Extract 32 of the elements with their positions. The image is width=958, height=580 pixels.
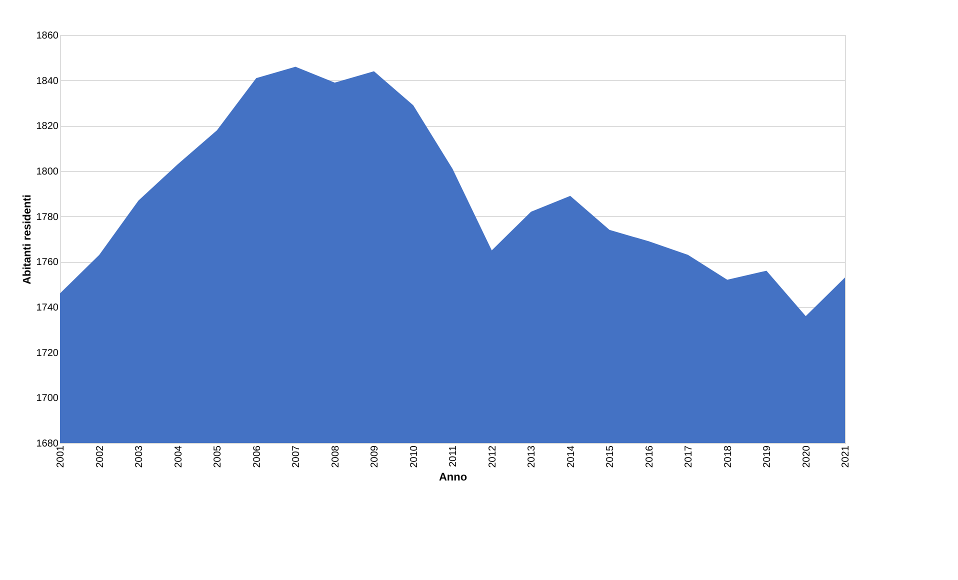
x-tick-label: 2021 — [840, 445, 852, 468]
x-tick-label: 2015 — [605, 445, 616, 468]
x-tick-label: 2016 — [644, 445, 656, 468]
y-tick-label: 1820 — [36, 121, 59, 132]
x-tick-label: 2012 — [487, 445, 498, 468]
x-tick-label: 2010 — [408, 445, 420, 468]
y-tick-label: 1840 — [36, 76, 59, 87]
y-tick-label: 1780 — [36, 212, 59, 223]
x-tick-label: 2003 — [134, 445, 145, 468]
x-tick-label: 2014 — [566, 445, 577, 468]
y-tick-label: 1760 — [36, 257, 59, 268]
y-axis-title: Abitanti residenti — [21, 194, 34, 284]
x-axis-title: Anno — [438, 472, 468, 484]
y-tick-label: 1860 — [36, 30, 59, 42]
x-tick-label: 2018 — [722, 445, 734, 468]
x-tick-label: 2007 — [291, 445, 302, 468]
x-tick-label: 2001 — [56, 445, 66, 468]
x-tick-label: 2017 — [684, 445, 694, 468]
x-tick-label: 2008 — [330, 445, 342, 468]
y-tick-label: 1740 — [36, 302, 59, 314]
x-tick-label: 2009 — [370, 445, 380, 468]
y-tick-label: 1700 — [36, 393, 59, 404]
x-tick-label: 2005 — [212, 445, 224, 468]
x-tick-label: 2002 — [94, 445, 106, 468]
x-tick-label: 2020 — [801, 445, 812, 468]
x-tick-label: 2013 — [526, 445, 538, 468]
y-tick-label: 1800 — [36, 166, 59, 178]
x-tick-label: 2006 — [252, 445, 263, 468]
x-tick-label: 2011 — [448, 445, 459, 468]
x-tick-label: 2019 — [762, 445, 773, 468]
y-tick-label: 1720 — [36, 348, 59, 359]
x-tick-label: 2004 — [173, 445, 184, 468]
